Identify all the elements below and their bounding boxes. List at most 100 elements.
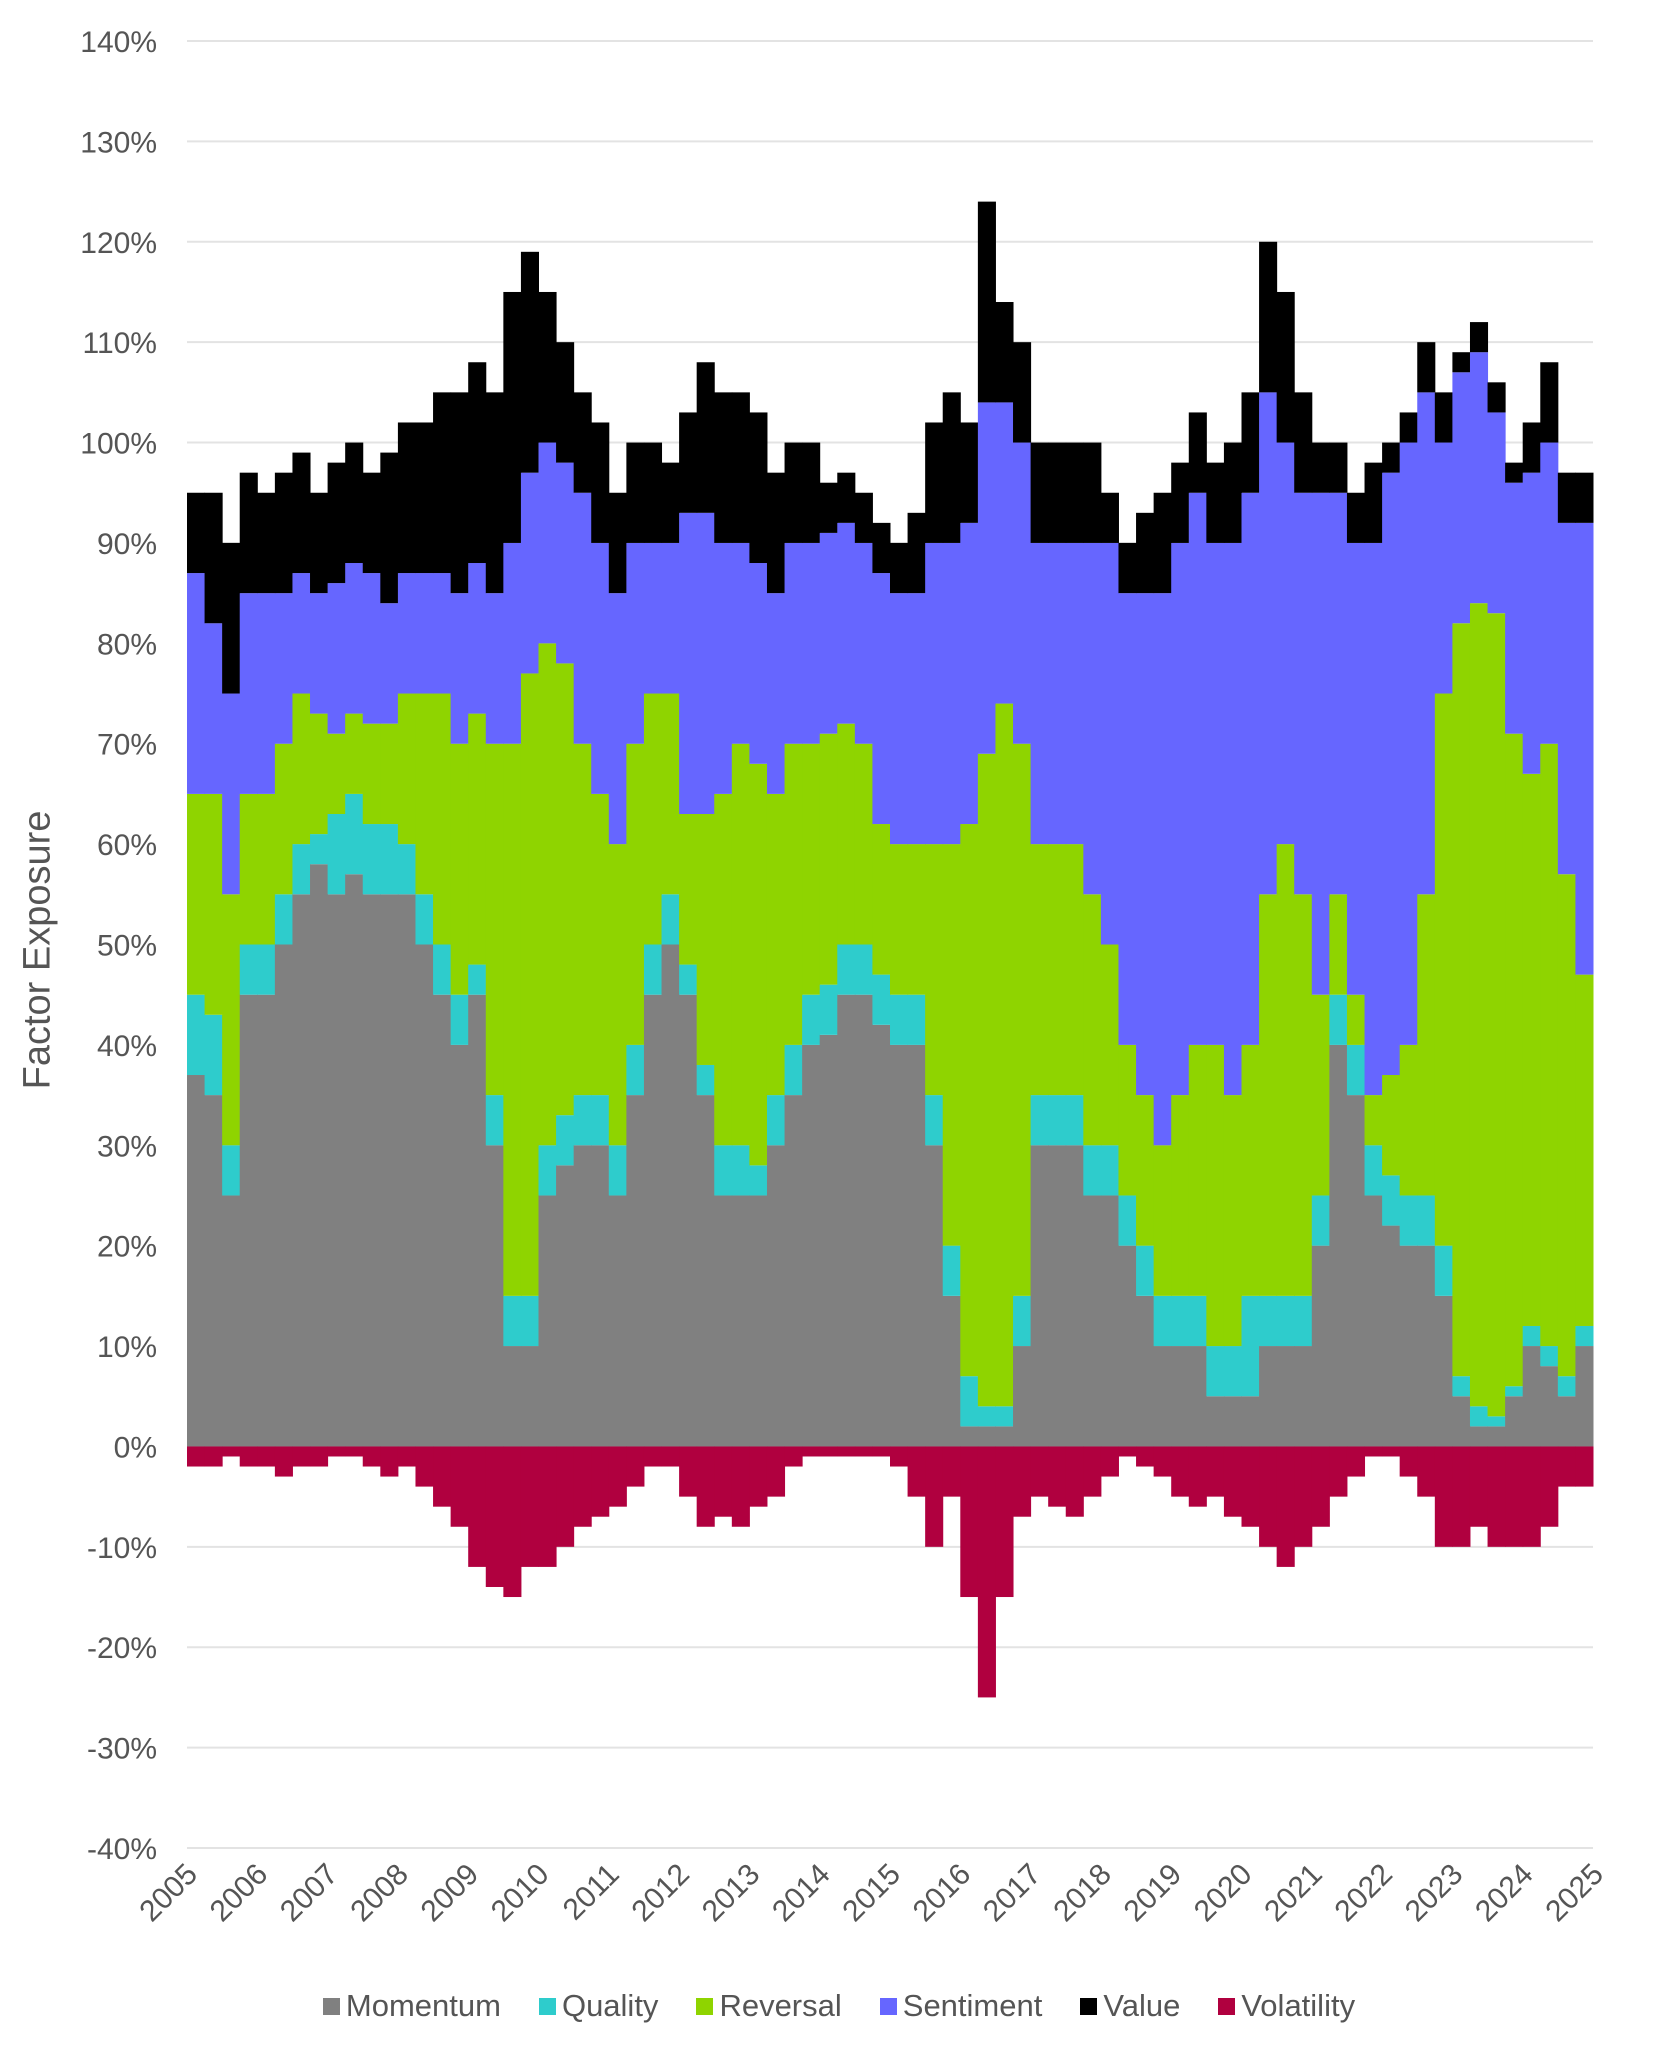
bar-volatility: [1136, 1446, 1155, 1467]
bar-reversal: [257, 793, 276, 945]
bar-volatility: [1487, 1446, 1506, 1547]
bar-quality: [1083, 1145, 1102, 1196]
bar-volatility: [925, 1446, 944, 1547]
bar-reversal: [345, 713, 364, 794]
bar-value: [1346, 492, 1366, 543]
bar-value: [1557, 472, 1576, 523]
bar-reversal: [1522, 773, 1541, 1326]
bar-value: [204, 492, 223, 624]
bar-volatility: [556, 1446, 575, 1547]
bar-sentiment: [204, 623, 223, 794]
bar-quality: [345, 793, 364, 875]
bar-sentiment: [731, 542, 750, 744]
bar-quality: [591, 1095, 610, 1146]
bar-momentum: [239, 994, 258, 1447]
bar-sentiment: [1083, 542, 1102, 895]
bar-quality: [310, 834, 329, 865]
bar-quality: [204, 1014, 223, 1096]
bar-quality: [661, 894, 680, 945]
bar-momentum: [362, 894, 381, 1447]
bar-momentum: [1399, 1245, 1418, 1447]
x-tick-label: 2009: [415, 1858, 486, 1929]
bar-sentiment: [854, 542, 873, 744]
bar-sentiment: [1329, 492, 1348, 895]
bar-quality: [977, 1406, 996, 1427]
bar-volatility: [1206, 1446, 1225, 1497]
bar-sentiment: [1346, 542, 1366, 995]
bar-quality: [1452, 1376, 1471, 1397]
bar-sentiment: [503, 542, 522, 744]
bar-reversal: [1417, 894, 1436, 1196]
bar-reversal: [1434, 693, 1453, 1246]
bar-volatility: [1540, 1446, 1559, 1527]
bar-sentiment: [1522, 472, 1541, 774]
y-tick-label: 20%: [97, 1231, 157, 1264]
bar-quality: [802, 994, 821, 1045]
bar-momentum: [1153, 1346, 1172, 1447]
bar-reversal: [643, 693, 663, 945]
bar-reversal: [661, 693, 680, 895]
bar-volatility: [766, 1446, 786, 1497]
x-tick-label: 2006: [204, 1858, 275, 1929]
bar-reversal: [1364, 1095, 1383, 1146]
bar-sentiment: [187, 573, 206, 794]
bar-value: [784, 442, 803, 543]
bar-quality: [608, 1145, 627, 1196]
bar-quality: [257, 944, 276, 995]
y-axis-tick-labels: 140% 130% 120% 110% 100% 90% 80% 70% 60% 50% 40% 30…: [80, 26, 157, 1866]
bar-value: [942, 392, 961, 543]
bar-reversal: [520, 673, 539, 1296]
bar-reversal: [1206, 1044, 1225, 1347]
bar-momentum: [292, 894, 311, 1447]
bar-value: [222, 542, 241, 694]
bar-momentum: [995, 1426, 1014, 1447]
bar-quality: [1100, 1145, 1119, 1196]
x-tick-label: 2005: [133, 1858, 204, 1929]
bar-value: [187, 492, 206, 574]
bar-quality: [1276, 1295, 1295, 1347]
bar-momentum: [1136, 1295, 1155, 1447]
bar-reversal: [731, 743, 750, 1146]
bar-reversal: [433, 693, 452, 945]
bar-value: [608, 492, 627, 594]
legend-swatch: [1080, 1997, 1098, 2015]
bar-quality: [1522, 1325, 1541, 1347]
bar-sentiment: [1469, 352, 1489, 604]
bar-quality: [960, 1376, 979, 1427]
bar-volatility: [310, 1446, 329, 1467]
bar-volatility: [415, 1446, 434, 1487]
bar-reversal: [1540, 743, 1559, 1347]
bar-quality: [503, 1295, 522, 1347]
bar-sentiment: [1065, 542, 1084, 845]
bar-reversal: [292, 693, 311, 845]
bar-volatility: [977, 1446, 996, 1698]
bar-quality: [274, 894, 293, 945]
bar-value: [925, 422, 944, 543]
bar-value: [1030, 442, 1049, 543]
bar-sentiment: [397, 573, 416, 694]
x-tick-label: 2015: [836, 1858, 907, 1929]
bar-value: [837, 472, 856, 523]
bar-quality: [380, 824, 399, 895]
bar-quality: [784, 1044, 803, 1096]
bar-reversal: [450, 743, 469, 995]
legend-swatch: [696, 1997, 714, 2015]
bar-momentum: [679, 994, 698, 1447]
bar-volatility: [854, 1446, 873, 1457]
bar-momentum: [925, 1145, 944, 1447]
bar-quality: [1030, 1095, 1049, 1146]
bar-quality: [890, 994, 909, 1045]
bar-value: [1522, 422, 1541, 473]
bar-sentiment: [819, 532, 838, 734]
bar-volatility: [187, 1446, 206, 1467]
bar-volatility: [890, 1446, 909, 1467]
bar-momentum: [1065, 1145, 1084, 1447]
bar-momentum: [802, 1044, 821, 1447]
bar-quality: [1487, 1416, 1506, 1427]
bar-momentum: [1100, 1195, 1119, 1447]
bar-volatility: [995, 1446, 1014, 1598]
bar-sentiment: [1118, 593, 1137, 1045]
bar-value: [1399, 412, 1418, 443]
bar-sentiment: [714, 542, 733, 794]
bar-value: [538, 291, 557, 443]
